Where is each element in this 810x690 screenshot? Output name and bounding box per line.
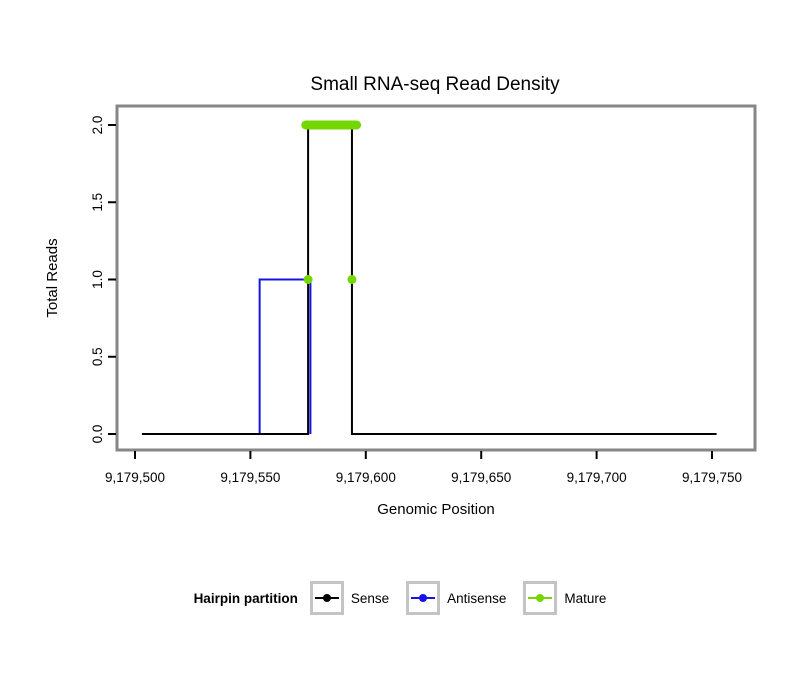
mature-point <box>303 275 313 284</box>
legend-title: Hairpin partition <box>193 590 298 606</box>
legend-label-sense: Sense <box>350 590 390 606</box>
x-tick-label: 9,179,550 <box>220 470 280 485</box>
plot-area: 9,179,500 9,179,550 9,179,600 9,179,650 9,17… <box>90 104 757 485</box>
legend-label-mature: Mature <box>564 590 607 606</box>
chart-title: Small RNA-seq Read Density <box>310 74 560 95</box>
x-tick-label: 9,179,600 <box>336 470 396 485</box>
legend-key-glyph-mature <box>528 594 553 602</box>
legend-key-glyph-sense <box>314 594 339 602</box>
y-tick-label: 1.5 <box>90 193 105 212</box>
series-antisense <box>258 278 312 434</box>
legend-label-antisense: Antisense <box>447 590 507 606</box>
legend-key-antisense <box>406 581 441 615</box>
plot-panel <box>115 104 757 452</box>
legend-point <box>419 594 428 602</box>
legend: Hairpin partition Sense Antisense Mature <box>0 580 810 616</box>
legend-point <box>536 594 545 602</box>
mature-point <box>347 275 357 284</box>
x-tick-label: 9,179,750 <box>682 470 742 485</box>
density-chart: Small RNA-seq Read Density 9,179,500 9,17… <box>44 74 757 518</box>
x-axis-title: Genomic Position <box>377 501 495 518</box>
legend-keys: Sense Antisense Mature <box>309 581 617 615</box>
legend-point <box>322 594 331 602</box>
x-tick-label: 9,179,700 <box>567 470 627 485</box>
x-tick-label: 9,179,650 <box>451 470 511 485</box>
legend-key-mature <box>523 581 558 615</box>
y-tick-label: 0.0 <box>90 425 105 444</box>
y-tick-label: 1.0 <box>90 270 105 289</box>
y-tick-label: 0.5 <box>90 347 105 366</box>
legend-key-sense <box>309 581 344 615</box>
y-tick-label: 2.0 <box>90 116 105 135</box>
legend-key-glyph-antisense <box>411 594 436 602</box>
y-axis-title: Total Reads <box>44 238 61 317</box>
x-tick-label: 9,179,500 <box>105 470 165 485</box>
